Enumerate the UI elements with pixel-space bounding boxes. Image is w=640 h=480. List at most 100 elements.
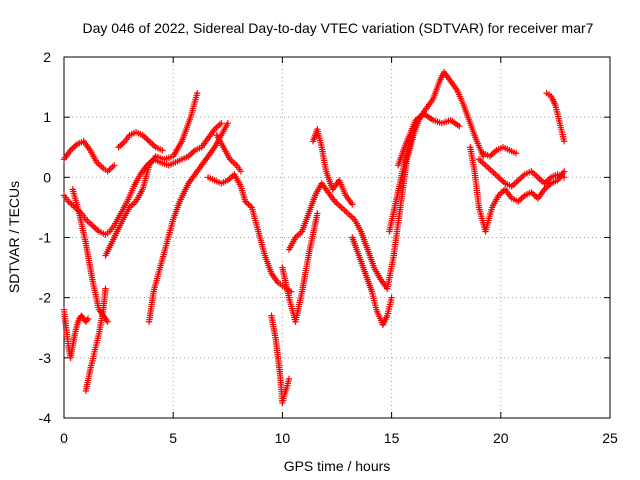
data-point [346, 211, 353, 219]
data-point [347, 213, 355, 220]
data-point [485, 165, 492, 172]
data-point [213, 124, 220, 131]
data-point [536, 175, 543, 183]
data-point [498, 177, 506, 184]
data-point [511, 180, 519, 187]
data-point [188, 150, 195, 157]
data-point [479, 159, 486, 166]
data-point [343, 208, 350, 216]
series-sat-track-14 [309, 126, 356, 208]
data-point [70, 202, 77, 210]
data-point [90, 223, 98, 231]
x-tick-label: 5 [169, 430, 177, 446]
y-tick-label: 0 [43, 169, 51, 185]
data-point [510, 181, 517, 189]
data-point [92, 225, 99, 232]
data-point [349, 201, 356, 208]
chart-title: Day 046 of 2022, Sidereal Day-to-day VTE… [83, 20, 594, 36]
y-axis-label: SDTVAR / TECUs [6, 181, 22, 293]
plot-frame [63, 56, 611, 419]
data-point [214, 122, 222, 130]
data-point [334, 201, 342, 208]
series-sat-track-17 [394, 110, 463, 169]
data-point [333, 199, 340, 207]
data-point [516, 175, 524, 183]
series-sat-track-7 [115, 129, 166, 154]
data-point [115, 144, 122, 151]
data-point [194, 89, 201, 97]
data-point [490, 169, 497, 177]
data-point [544, 183, 551, 190]
data-point [492, 171, 499, 178]
data-point [531, 171, 538, 178]
data-point [516, 196, 524, 204]
data-point [538, 177, 545, 184]
data-point [98, 163, 105, 171]
data-point [107, 165, 115, 172]
data-point [495, 174, 502, 181]
series-sat-track-1 [60, 119, 225, 238]
x-tick-label: 15 [384, 430, 400, 446]
data-point [145, 138, 153, 145]
x-tick-label: 20 [493, 430, 509, 446]
data-point [295, 231, 302, 238]
data-point [109, 163, 116, 171]
data-point [230, 159, 237, 166]
data-point [87, 220, 94, 228]
data-point [117, 142, 124, 149]
data-point [120, 139, 127, 146]
data-point [149, 141, 156, 148]
data-point [218, 119, 225, 127]
data-point [66, 199, 74, 207]
series-sat-track-4 [60, 138, 118, 175]
data-point [102, 285, 109, 292]
data-point [488, 168, 496, 175]
series-sat-track-16 [386, 68, 487, 235]
data-point [544, 177, 551, 184]
data-point [338, 204, 345, 211]
y-tick-label: -1 [39, 230, 52, 246]
data-point [96, 162, 104, 169]
data-point [541, 180, 548, 187]
series-sat-track-8 [145, 119, 231, 325]
data-point [104, 318, 111, 325]
data-point [488, 151, 495, 158]
y-tick-labels: -4 -3 -2 -1 0 1 2 [39, 49, 52, 426]
data-point [341, 207, 348, 214]
y-tick-label: -4 [39, 410, 52, 426]
y-tick-label: 2 [43, 49, 51, 65]
data-point [89, 222, 96, 229]
data-point [542, 178, 550, 186]
data-point [560, 174, 568, 181]
x-tick-labels: 0 5 10 15 20 25 [60, 430, 618, 446]
data-point [111, 162, 118, 169]
data-point [144, 136, 151, 143]
data-point [493, 172, 501, 180]
data-point [83, 317, 91, 324]
data-point [237, 168, 245, 175]
data-point [85, 219, 93, 226]
series-sat-track-20 [480, 144, 520, 160]
series-sat-track-19 [475, 156, 568, 190]
series-sat-track-10 [213, 132, 245, 175]
data-point [531, 192, 538, 199]
data-point [487, 166, 494, 174]
data-point [344, 210, 352, 217]
data-point [512, 150, 520, 157]
x-axis-label: GPS time / hours [284, 458, 391, 474]
x-tick-label: 25 [602, 430, 618, 446]
series-sat-track-13 [279, 210, 321, 325]
data-point [339, 205, 347, 213]
series-sat-track-5 [69, 186, 111, 325]
series-sat-track-11 [268, 312, 293, 407]
grid-lines [64, 57, 610, 418]
data-point [482, 162, 489, 169]
data-point [336, 202, 343, 210]
data-point [515, 177, 522, 184]
y-tick-label: 1 [43, 109, 51, 125]
data-point [560, 138, 568, 145]
data-point [231, 160, 239, 167]
data-point [224, 119, 231, 127]
data-point [475, 156, 483, 163]
data-point [216, 121, 223, 128]
